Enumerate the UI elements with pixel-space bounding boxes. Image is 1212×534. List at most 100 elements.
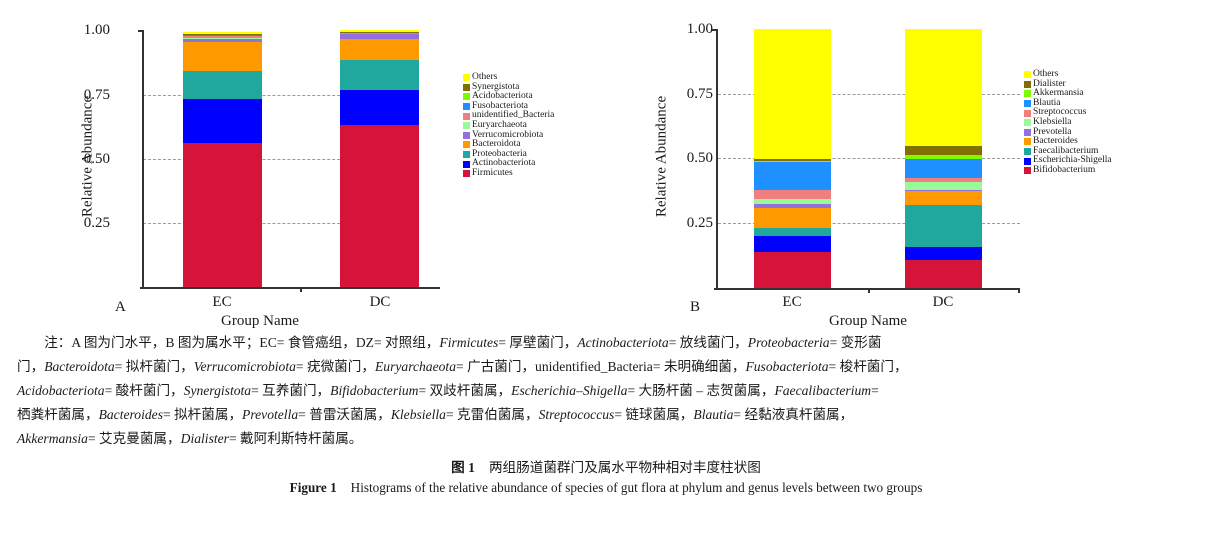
caption-text: = 经黏液真杆菌属，: [733, 407, 854, 422]
caption-text: = 大肠杆菌 – 志贺菌属，: [627, 383, 775, 398]
y-tick-1.00: 1.00: [686, 21, 713, 37]
bar-segment-faecalibacterium: [754, 228, 831, 237]
y-axis: [142, 30, 144, 288]
legend-item: Verrucomicrobiota: [463, 129, 554, 141]
caption-text: = 酸杆菌门，: [104, 383, 184, 398]
taxon-name: Streptococcus: [538, 407, 615, 422]
bar-segment-actinobacteriota: [183, 99, 262, 144]
figure-title-cn-text: 两组肠道菌群门及属水平物种相对丰度柱状图: [488, 460, 761, 475]
x-tickmark: [868, 288, 870, 293]
panel-label: A: [115, 299, 126, 315]
bar-segment-blautia: [905, 158, 982, 178]
legend-swatch: [1024, 119, 1031, 127]
legend-label: Acidobacteriota: [472, 91, 533, 102]
caption-text: 门，: [17, 359, 45, 374]
y-tick-0.75: 0.75: [686, 86, 713, 102]
legend-item: Actinobacteriota: [463, 159, 554, 169]
panel-label: B: [690, 299, 701, 315]
legend-label: Bacteroidota: [472, 139, 521, 150]
legend-swatch: [1024, 71, 1031, 79]
taxon-name: Prevotella: [242, 407, 299, 422]
taxon-name: Klebsiella: [390, 407, 446, 422]
legend-label: Dialister: [1033, 78, 1066, 89]
caption-line: 栖粪杆菌属，Bacteroides= 拟杆菌属，Prevotella= 普雷沃菌…: [17, 403, 1197, 427]
caption-text: = 戴阿利斯特杆菌属。: [228, 431, 363, 446]
bar-segment-others: [754, 29, 831, 159]
legend-swatch: [463, 122, 470, 130]
legend-label: Euryarchaeota: [472, 119, 527, 130]
caption-text: = 疣微菌门，: [295, 359, 375, 374]
taxon-name: Verrucomicrobiota: [193, 359, 296, 374]
bar-segment-akkermansia: [754, 161, 831, 163]
caption-text: = 变形菌: [829, 335, 882, 350]
legend-item: Bacteroidota: [463, 140, 554, 150]
taxon-name: Faecalibacterium: [774, 383, 872, 398]
bar-segment-unidentified-bacteria: [183, 36, 262, 38]
legend-item: Streptococcus: [1024, 108, 1112, 118]
legend-label: Proteobacteria: [472, 148, 527, 159]
x-tickmark: [1018, 288, 1020, 293]
bar-segment-bifidobacterium: [754, 251, 831, 288]
taxon-name: Bacteroidota: [44, 359, 115, 374]
legend-label: unidentified_Bacteria: [472, 110, 555, 121]
x-axis-label: Group Name: [829, 313, 907, 329]
caption-line: 注：A 图为门水平，B 图为属水平；EC= 食管癌组，DZ= 对照组，Firmi…: [17, 331, 1197, 355]
taxon-name: Akkermansia: [17, 431, 88, 446]
legend-item: Blautia: [1024, 98, 1112, 109]
legend-label: Prevotella: [1033, 126, 1072, 137]
y-tick-1.00: 1.00: [83, 22, 110, 38]
legend-swatch: [463, 112, 470, 120]
caption-text: = 普雷沃菌属，: [298, 407, 391, 422]
taxon-name: Bacteroides: [98, 407, 163, 422]
y-tickmark: [712, 29, 717, 31]
x-category-EC: EC: [782, 294, 802, 310]
legend-label: Synergistota: [472, 81, 520, 92]
caption-text: = 互养菌门，: [251, 383, 331, 398]
caption-line: Acidobacteriota= 酸杆菌门，Synergistota= 互养菌门…: [17, 379, 1197, 403]
caption-text: = 链球菌属，: [614, 407, 694, 422]
legend-item: Klebsiella: [1024, 117, 1112, 128]
bar-segment-euryarchaeota: [183, 37, 262, 40]
bar-segment-escherichia-shigella: [754, 236, 831, 252]
legend-item: Euryarchaeota: [463, 119, 554, 131]
legend-item: Prevotella: [1024, 126, 1112, 138]
x-axis-label: Group Name: [221, 313, 299, 329]
legend-label: Others: [1033, 69, 1059, 79]
figure-title-cn: 图 1 两组肠道菌群门及属水平物种相对丰度柱状图: [0, 456, 1212, 476]
caption-text: = 双歧杆菌属，: [418, 383, 512, 398]
legend-swatch: [463, 160, 470, 168]
bar-segment-verrucomicrobiota: [340, 33, 419, 40]
legend-item: Proteobacteria: [463, 148, 554, 160]
caption-text: = 克雷伯菌属，: [445, 407, 539, 422]
legend-swatch: [463, 83, 470, 91]
x-category-EC: EC: [212, 294, 232, 310]
bar-EC: [183, 30, 262, 287]
bar-EC: [754, 29, 831, 288]
bar-segment-bacteroidota: [340, 39, 419, 61]
legend-swatch: [1024, 167, 1031, 175]
legend: Others Dialister Akkermansia Blautia Strepto…: [1024, 69, 1112, 176]
taxon-name: Euryarchaeota: [374, 359, 457, 374]
bar-segment-acidobacteriota: [183, 34, 262, 36]
taxon-name: Bifidobacterium: [330, 383, 419, 398]
legend-swatch: [463, 103, 470, 111]
bar-segment-bacteroidota: [183, 41, 262, 72]
gridline-0.50: [718, 158, 1020, 159]
legend-label: Verrucomicrobiota: [472, 129, 544, 140]
x-category-DC: DC: [932, 294, 954, 310]
legend-label: Actinobacteriota: [472, 158, 536, 169]
legend-swatch: [463, 93, 470, 101]
bar-segment-verrucomicrobiota: [183, 39, 262, 42]
figure-label-en: Figure 1: [289, 480, 337, 495]
y-tick-0.50: 0.50: [686, 150, 713, 166]
legend-item: Bacteroides: [1024, 137, 1112, 147]
legend-swatch: [1024, 157, 1031, 165]
bar-segment-fusobacteriota: [183, 35, 262, 37]
legend-swatch: [1024, 109, 1031, 117]
bar-segment-proteobacteria: [183, 71, 262, 100]
bar-segment-bifidobacterium: [905, 259, 982, 288]
taxon-name: Firmicutes: [439, 335, 499, 350]
bar-segment-streptococcus: [905, 177, 982, 182]
legend-label: Fusobacteriota: [472, 100, 528, 111]
caption-text: = 拟杆菌属，: [163, 407, 243, 422]
